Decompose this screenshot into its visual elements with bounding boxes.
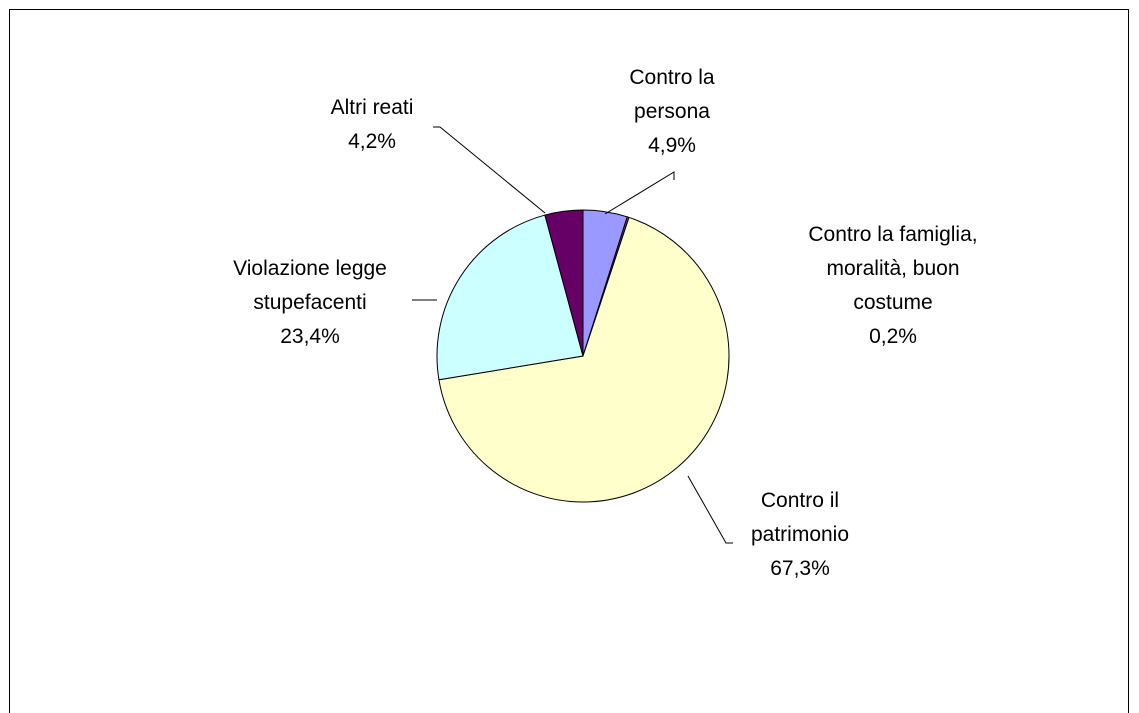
value-label: 4,2% [348, 130, 396, 153]
pie-slice [436, 214, 584, 381]
leader-line [433, 126, 546, 214]
value-label: 4,9% [648, 134, 696, 157]
pie [436, 209, 730, 503]
leader-line [687, 475, 733, 544]
pie-slice [438, 216, 730, 503]
category-label: Violazione legge stupefacenti [233, 257, 387, 314]
value-label: 67,3% [770, 557, 830, 580]
slice-label: Contro il patrimonio 67,3% [735, 484, 865, 586]
chart-frame [9, 9, 1129, 713]
leader-lines [412, 126, 733, 544]
pie-slice [544, 209, 584, 357]
slice-label: Contro la famiglia, moralità, buon costu… [793, 218, 993, 354]
category-label: Contro la famiglia, moralità, buon costu… [808, 223, 978, 314]
slice-label: Altri reati 4,2% [307, 91, 437, 159]
value-label: 0,2% [869, 325, 917, 348]
category-label: Contro il patrimonio [750, 489, 850, 546]
slice-label: Violazione legge stupefacenti 23,4% [210, 252, 410, 354]
category-label: Altri reati [330, 96, 414, 119]
category-label: Contro la persona [629, 66, 715, 123]
value-label: 23,4% [280, 325, 340, 348]
slice-label: Contro la persona 4,9% [607, 61, 737, 163]
leader-line [604, 171, 675, 215]
